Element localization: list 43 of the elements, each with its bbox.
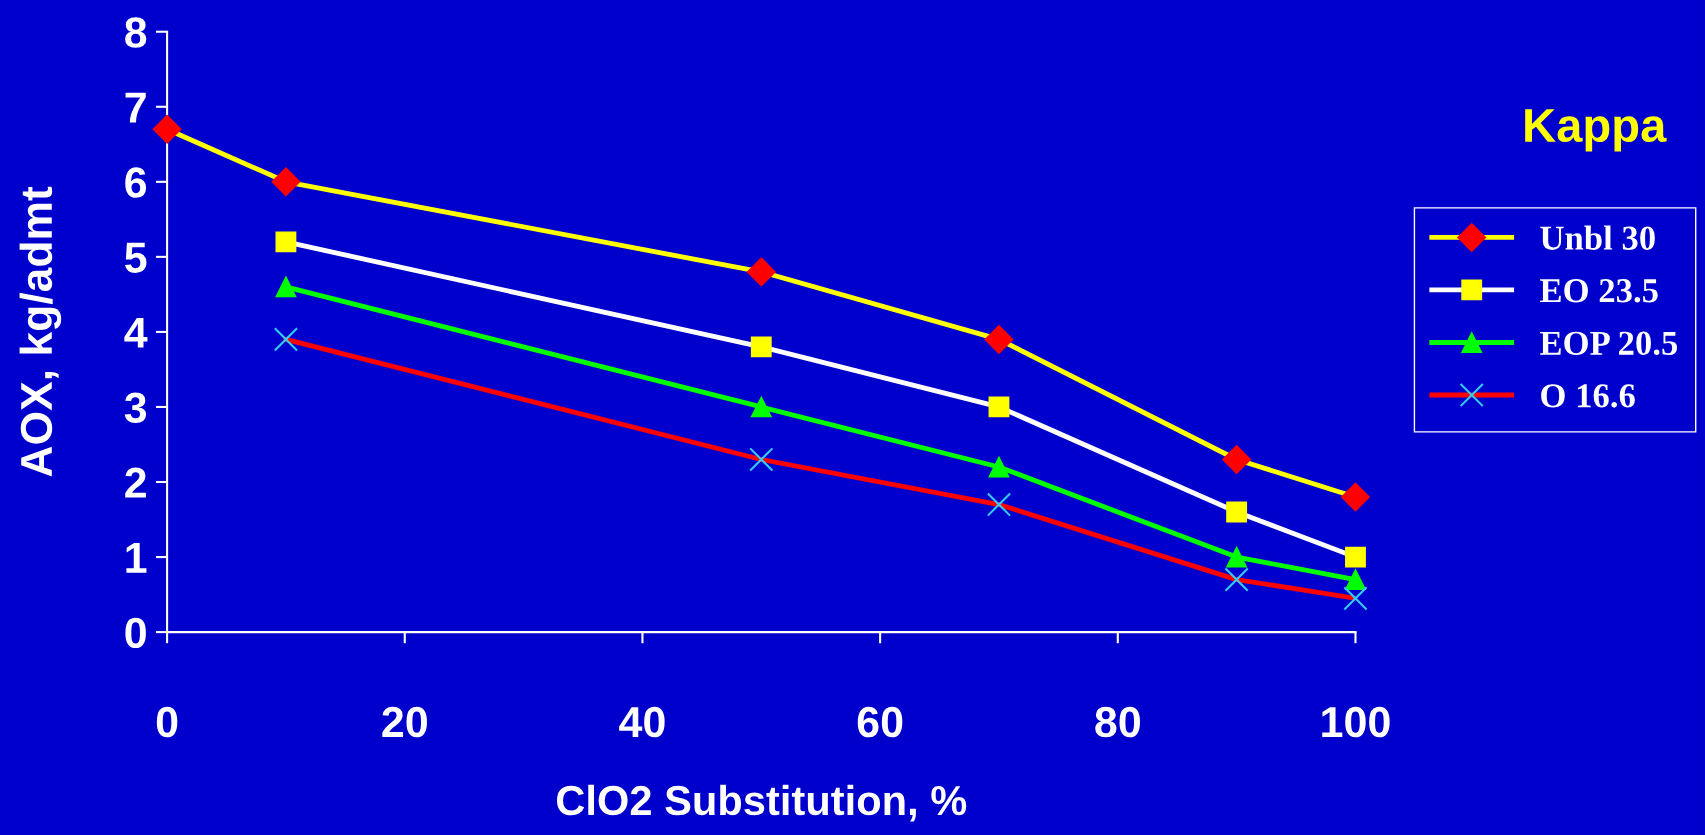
point: [986, 492, 1012, 517]
point: [1341, 482, 1370, 512]
y-tick-label: 6: [125, 167, 147, 198]
point: [750, 396, 772, 418]
legend-label: O 16.6: [1541, 384, 1635, 408]
x-tick-label: 20: [382, 706, 427, 738]
point: [275, 276, 297, 298]
y-tick-label: 7: [125, 92, 146, 123]
point: [750, 336, 772, 358]
x-axis-title: ClO2 Substitution, %: [556, 784, 967, 822]
point: [988, 396, 1010, 418]
point: [1222, 445, 1252, 474]
point: [988, 456, 1010, 478]
y-tick-label: 8: [125, 17, 147, 48]
y-axis-title: AOX, kg/admt: [19, 186, 62, 477]
x-tick-label: 80: [1095, 706, 1140, 738]
point: [1226, 546, 1248, 568]
y-tick-label: 0: [125, 617, 146, 649]
point: [1343, 586, 1368, 611]
y-tick-label: 5: [125, 242, 147, 273]
point: [152, 114, 182, 144]
point: [1226, 501, 1248, 523]
y-tick-label: 4: [124, 317, 148, 348]
x-tick-label: 0: [156, 706, 178, 738]
x-tick-label: 40: [619, 706, 665, 738]
point: [1345, 569, 1366, 590]
point: [1345, 546, 1366, 568]
x-tick-label: 60: [857, 706, 903, 738]
legend-label: Unbl 30: [1540, 225, 1655, 250]
point: [984, 324, 1014, 354]
y-tick-label: 3: [124, 392, 147, 424]
point: [746, 257, 776, 287]
x-tick-label: 100: [1322, 706, 1390, 738]
point: [275, 231, 297, 253]
point: [271, 167, 301, 197]
y-tick-label: 2: [125, 467, 146, 498]
point: [749, 447, 774, 472]
legend-label: EO 23.5: [1540, 279, 1658, 303]
legend-label: EOP 20.5: [1540, 331, 1678, 356]
point: [273, 327, 299, 352]
legend-title: Kappa: [1525, 109, 1667, 152]
point: [1224, 567, 1249, 592]
y-tick-label: 1: [126, 543, 147, 573]
